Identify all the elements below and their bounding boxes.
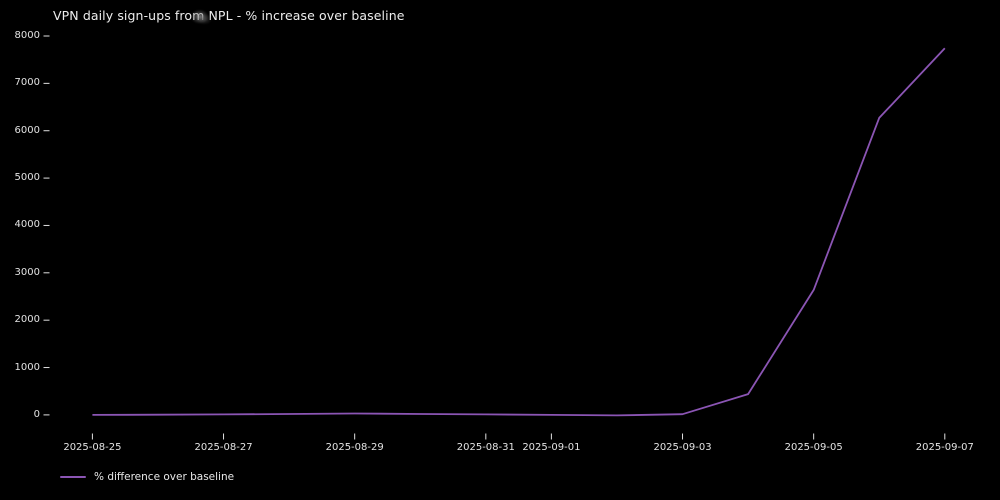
legend-label: % difference over baseline xyxy=(94,471,235,483)
x-tick-label: 2025-09-03 xyxy=(653,442,712,453)
y-tick-label: 1000 xyxy=(14,361,40,373)
chart-title: VPN daily sign-ups from NPL - % increase… xyxy=(53,8,405,23)
y-tick-label: 0 xyxy=(33,408,40,420)
y-tick-label: 3000 xyxy=(14,266,40,278)
x-tick-label: 2025-09-01 xyxy=(522,442,581,453)
x-tick-label: 2025-08-29 xyxy=(325,442,384,453)
legend: % difference over baseline xyxy=(60,471,234,483)
y-tick-label: 2000 xyxy=(14,314,40,326)
x-tick-label: 2025-08-25 xyxy=(63,442,122,453)
x-tick-label: 2025-09-07 xyxy=(915,442,974,453)
legend-line-swatch xyxy=(60,476,86,478)
y-tick-label: 6000 xyxy=(14,124,40,136)
y-tick-label: 8000 xyxy=(14,30,40,41)
y-tick-label: 4000 xyxy=(14,219,40,231)
x-tick-label: 2025-09-05 xyxy=(784,442,843,453)
x-tick-label: 2025-08-31 xyxy=(456,442,515,453)
y-tick-label: 7000 xyxy=(14,77,40,89)
series-line--difference-over-baseline xyxy=(92,47,946,417)
y-tick-label: 5000 xyxy=(14,172,40,184)
x-tick-label: 2025-08-27 xyxy=(194,442,253,453)
